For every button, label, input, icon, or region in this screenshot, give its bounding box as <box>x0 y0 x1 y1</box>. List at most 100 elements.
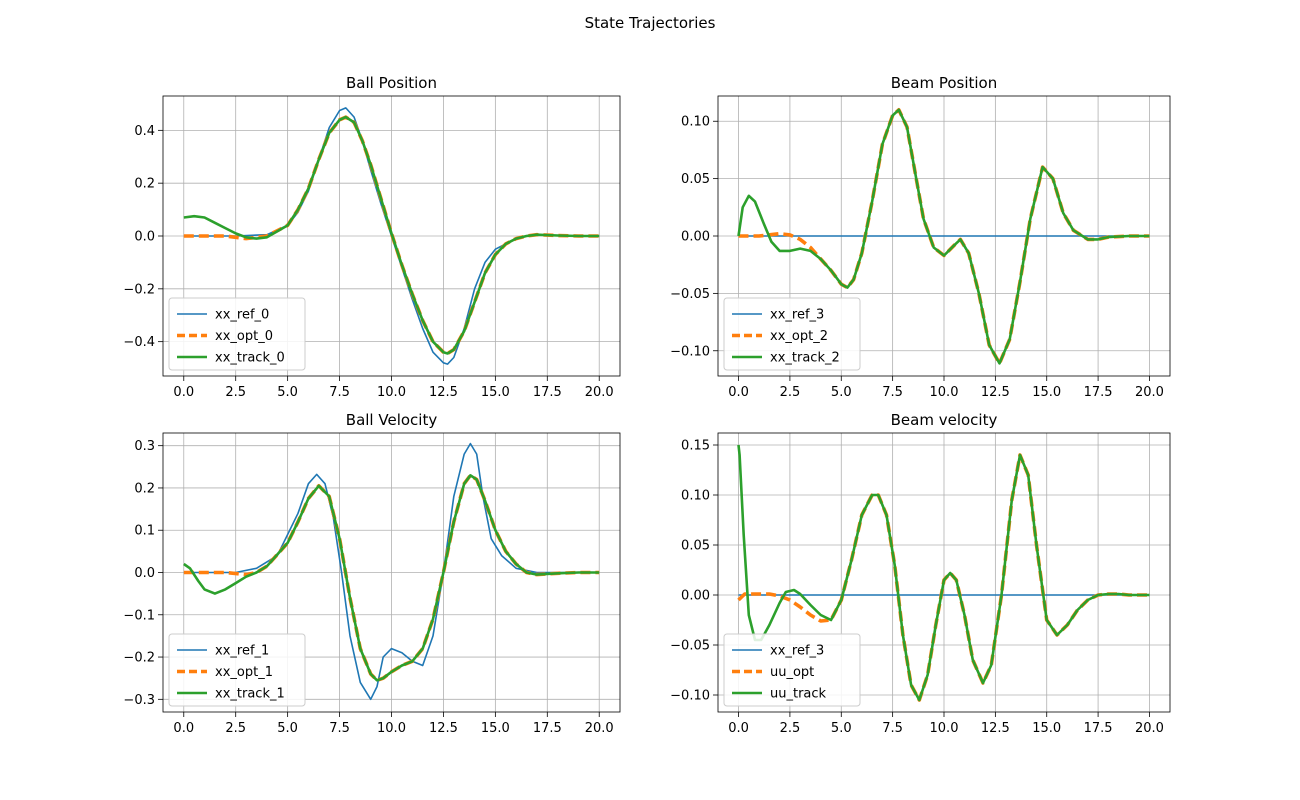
series-group <box>737 444 1150 702</box>
x-tick-label: 15.0 <box>481 721 510 736</box>
x-tick-label: 5.0 <box>831 721 852 736</box>
subplot-title: Ball Position <box>346 74 437 92</box>
x-tick-label: 0.0 <box>173 721 194 736</box>
legend: xx_ref_1 xx_opt_1 xx_track_1 <box>168 633 306 707</box>
y-tick-label: 0.15 <box>681 439 710 454</box>
x-tick-label: 12.5 <box>429 721 458 736</box>
x-tick-label: 15.0 <box>481 385 510 400</box>
axes-frame <box>717 432 1171 713</box>
y-tick-label: −0.10 <box>670 689 710 704</box>
x-tick-label: 2.5 <box>225 385 246 400</box>
legend-box <box>168 633 306 707</box>
x-tick-label: 0.0 <box>173 385 194 400</box>
x-tick-label: 10.0 <box>377 721 406 736</box>
y-tick-label: 0.05 <box>681 172 710 187</box>
axes-frame <box>717 95 1171 377</box>
x-tick-label: 17.5 <box>533 721 562 736</box>
y-tick-label: −0.3 <box>123 693 155 708</box>
legend: xx_ref_3 xx_opt_2 xx_track_2 <box>723 297 861 371</box>
x-tick-label: 12.5 <box>981 721 1010 736</box>
x-tick-label: 20.0 <box>585 385 614 400</box>
series-group <box>737 108 1150 366</box>
x-tick-label: 7.5 <box>882 385 903 400</box>
x-tick-label: 5.0 <box>277 385 298 400</box>
figure-suptitle: State Trajectories <box>585 14 716 32</box>
y-tick-label: 0.1 <box>134 524 155 539</box>
x-tick-label: 15.0 <box>1032 721 1061 736</box>
legend-box <box>723 297 861 371</box>
x-tick-label: 17.5 <box>1084 385 1113 400</box>
legend-label: xx_ref_3 <box>770 644 824 659</box>
series-line-xx-track-0 <box>183 115 600 355</box>
y-tick-label: −0.05 <box>670 287 710 302</box>
legend-label: xx_track_2 <box>770 351 840 366</box>
x-tick-label: 12.5 <box>429 385 458 400</box>
series-line-xx-track-2 <box>737 108 1150 365</box>
x-tick-label: 15.0 <box>1032 385 1061 400</box>
x-tick-label: 2.5 <box>780 721 801 736</box>
y-tick-label: 0.05 <box>681 539 710 554</box>
legend-label: uu_opt <box>770 665 814 680</box>
x-tick-label: 20.0 <box>1135 721 1164 736</box>
y-tick-label: −0.05 <box>670 639 710 654</box>
x-tick-label: 10.0 <box>930 385 959 400</box>
x-tick-label: 5.0 <box>831 385 852 400</box>
x-tick-label: 7.5 <box>882 721 903 736</box>
x-tick-label: 17.5 <box>1084 721 1113 736</box>
y-tick-label: 0.0 <box>134 566 155 581</box>
x-tick-label: 2.5 <box>780 385 801 400</box>
x-tick-label: 10.0 <box>377 385 406 400</box>
legend-label: xx_track_1 <box>215 687 285 702</box>
x-tick-label: 7.5 <box>329 385 350 400</box>
y-tick-label: 0.10 <box>681 115 710 130</box>
y-tick-label: −0.10 <box>670 344 710 359</box>
legend-box <box>168 297 306 371</box>
x-tick-label: 17.5 <box>533 385 562 400</box>
y-tick-label: 0.00 <box>681 589 710 604</box>
y-tick-label: −0.2 <box>123 282 155 297</box>
y-tick-label: 0.0 <box>134 230 155 245</box>
x-tick-label: 0.0 <box>728 721 749 736</box>
subplots: Ball Position 0.0 2.5 5.0 7.5 10.0 12.5 15.0 17.… <box>123 74 1171 736</box>
legend-label: xx_opt_2 <box>770 329 828 344</box>
y-tick-label: 0.2 <box>134 481 155 496</box>
subplot-title: Ball Velocity <box>346 411 438 429</box>
axes-frame <box>162 432 621 713</box>
x-tick-label: 20.0 <box>1135 385 1164 400</box>
legend-label: xx_opt_1 <box>215 665 273 680</box>
y-tick-label: −0.2 <box>123 651 155 666</box>
series-line-xx-ref-1 <box>183 442 600 701</box>
legend-label: xx_track_0 <box>215 351 285 366</box>
subplot-3: Ball Velocity 0.0 2.5 5.0 7.5 10.0 12.5 15.0 17.… <box>123 411 621 736</box>
subplot-title: Beam Position <box>891 74 998 92</box>
legend-label: uu_track <box>770 687 827 702</box>
y-tick-label: −0.1 <box>123 608 155 623</box>
legend-box <box>723 633 861 707</box>
legend: xx_ref_0 xx_opt_0 xx_track_0 <box>168 297 306 371</box>
legend-label: xx_opt_0 <box>215 329 273 344</box>
y-tick-label: 0.3 <box>134 439 155 454</box>
x-tick-label: 20.0 <box>585 721 614 736</box>
y-tick-label: 0.2 <box>134 177 155 192</box>
x-tick-label: 2.5 <box>225 721 246 736</box>
series-group <box>183 442 600 701</box>
x-tick-label: 5.0 <box>277 721 298 736</box>
y-tick-label: 0.10 <box>681 489 710 504</box>
legend-label: xx_ref_1 <box>215 644 269 659</box>
axes-frame <box>162 95 621 377</box>
subplot-1: Ball Position 0.0 2.5 5.0 7.5 10.0 12.5 15.0 17.… <box>123 74 621 400</box>
y-tick-label: −0.4 <box>123 335 155 350</box>
x-tick-label: 0.0 <box>728 385 749 400</box>
series-line-xx-track-1 <box>183 473 600 682</box>
x-tick-label: 12.5 <box>981 385 1010 400</box>
legend: xx_ref_3 uu_opt uu_track <box>723 633 861 707</box>
x-tick-label: 10.0 <box>930 721 959 736</box>
subplot-title: Beam velocity <box>891 411 998 429</box>
legend-label: xx_ref_0 <box>215 308 269 323</box>
subplot-4: Beam velocity 0.0 2.5 5.0 7.5 10.0 12.5 15.0 17.… <box>670 411 1171 736</box>
series-line-uu-track <box>737 444 1150 702</box>
series-group <box>183 107 600 365</box>
x-tick-label: 7.5 <box>329 721 350 736</box>
y-tick-label: 0.4 <box>134 124 155 139</box>
